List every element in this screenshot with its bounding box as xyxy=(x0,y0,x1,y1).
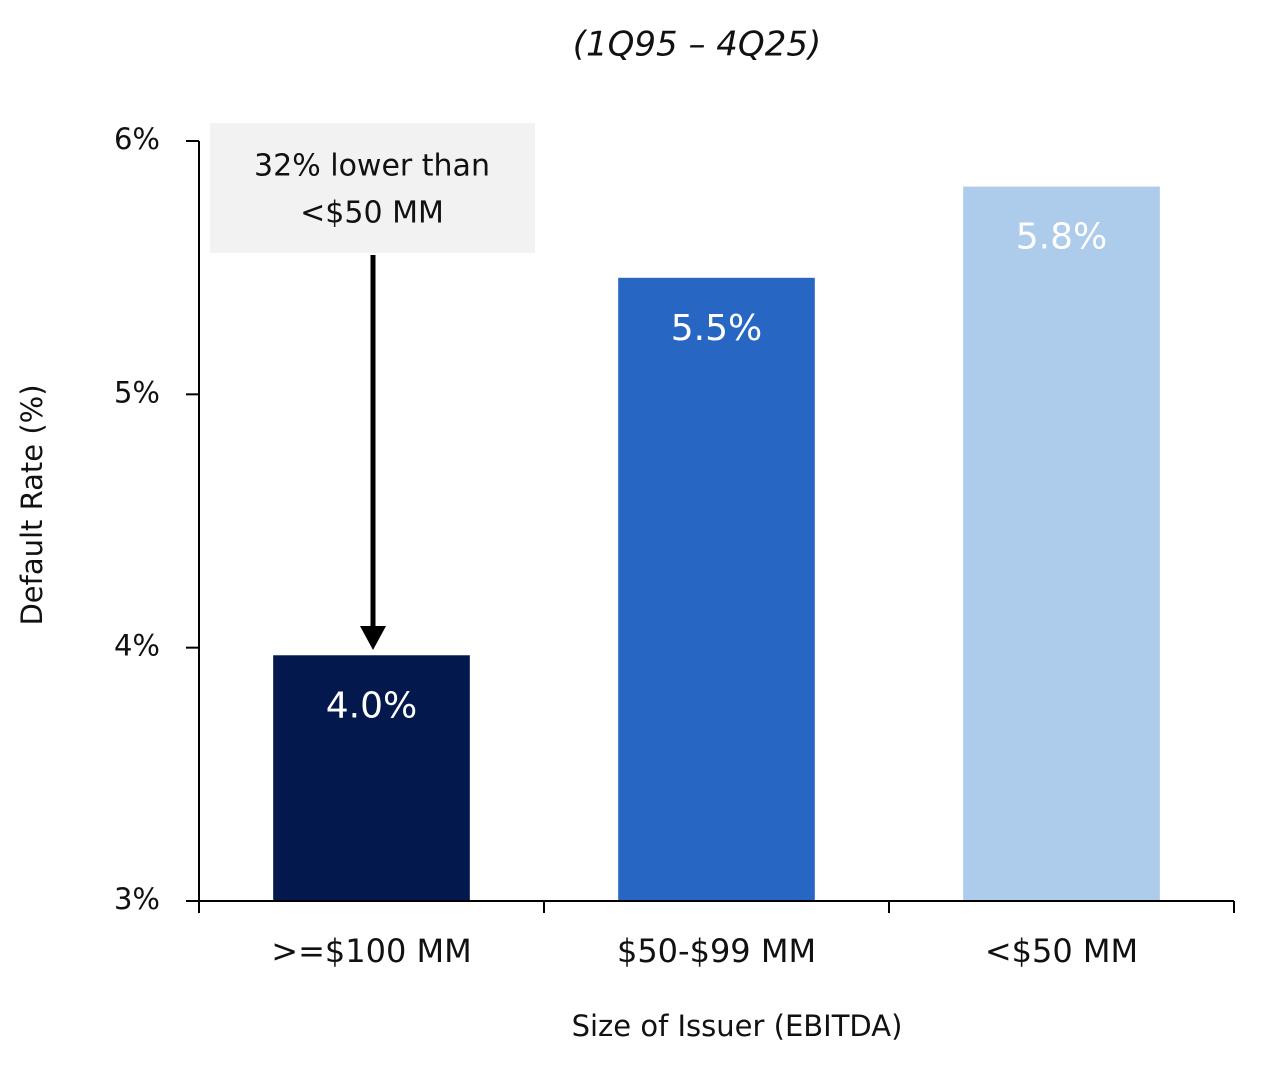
y-tick-label: 6% xyxy=(114,122,160,156)
x-tick-label: $50-$99 MM xyxy=(617,932,816,970)
x-tick-label: >=$100 MM xyxy=(271,932,471,970)
value-label: 5.8% xyxy=(1016,217,1107,258)
x-axis-label: Size of Issuer (EBITDA) xyxy=(572,1009,903,1043)
x-tick-label: <$50 MM xyxy=(985,932,1138,970)
y-tick-label: 5% xyxy=(114,375,160,409)
value-label: 5.5% xyxy=(671,308,762,349)
bar xyxy=(618,277,815,901)
value-label: 4.0% xyxy=(326,685,417,726)
bar xyxy=(273,655,470,901)
y-tick-label: 3% xyxy=(114,882,160,916)
annotation-box xyxy=(210,123,535,253)
chart-subtitle: (1Q95 – 4Q25) xyxy=(573,25,821,65)
annotation-text: 32% lower than xyxy=(254,149,490,184)
arrow-head xyxy=(360,626,386,650)
y-axis-label: Default Rate (%) xyxy=(15,384,49,625)
annotation-text: <$50 MM xyxy=(300,196,444,231)
bar xyxy=(963,186,1160,902)
y-tick-label: 4% xyxy=(114,629,160,663)
